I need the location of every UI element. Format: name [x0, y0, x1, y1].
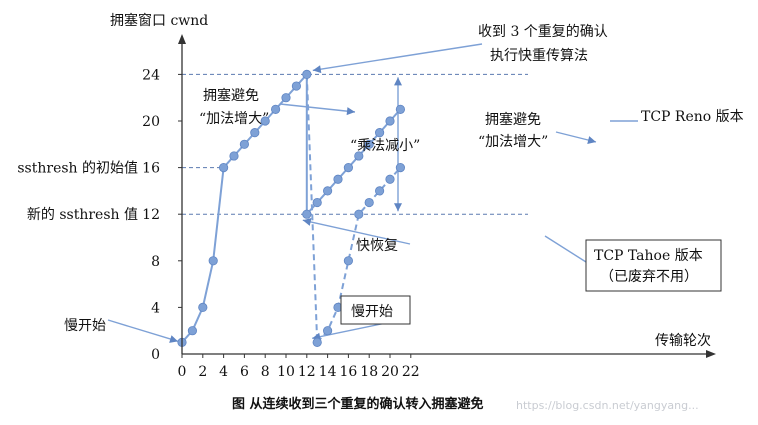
fast-retransmit-note-line2: 执行快重传算法	[490, 48, 588, 64]
fast-retransmit-note-line1: 收到 3 个重复的确认	[478, 23, 608, 40]
data-point	[354, 151, 364, 161]
x-axis-arrow-icon	[706, 350, 716, 358]
data-point	[239, 139, 249, 149]
tahoe-label-line2: （已废弃不用）	[600, 269, 698, 285]
data-point	[219, 163, 229, 173]
watermark: https://blog.csdn.net/yangyang...	[516, 399, 699, 412]
x-tick-label: 14	[319, 364, 337, 380]
chart-title: 图 从连续收到三个重复的确认转入拥塞避免	[232, 396, 484, 412]
data-point	[302, 209, 312, 219]
data-point	[260, 116, 270, 126]
data-point	[302, 69, 312, 80]
ca2-arrow-head-icon	[587, 136, 596, 144]
data-point	[270, 104, 281, 114]
data-point	[322, 326, 333, 336]
x-tick-label: 22	[402, 364, 420, 380]
x-tick-label: 8	[261, 364, 270, 380]
data-point	[395, 104, 405, 114]
data-point	[229, 151, 239, 161]
fast-recovery-note: 快恢复	[356, 237, 398, 254]
reno-label: TCP Reno 版本	[641, 109, 744, 125]
data-point	[333, 174, 343, 184]
data-point	[198, 302, 208, 312]
fast-retransmit-arrow	[312, 43, 483, 72]
series-line-2	[316, 166, 402, 344]
y-tick-label: 4	[151, 300, 160, 316]
x-tick-label: 4	[219, 364, 228, 380]
x-tick-label: 20	[381, 364, 399, 380]
data-point	[343, 256, 353, 266]
data-point	[364, 139, 374, 149]
data-point	[187, 326, 197, 336]
y-tick-label: 16	[142, 161, 160, 177]
y-tick-label: 0	[151, 347, 160, 363]
md-arrow-bottom-icon	[394, 203, 402, 212]
x-tick-label: 0	[178, 364, 187, 380]
data-point	[385, 174, 395, 184]
y-tick-label: 8	[151, 254, 160, 270]
data-point	[250, 128, 260, 138]
data-point	[208, 256, 218, 266]
data-point	[281, 93, 291, 103]
x-tick-label: 18	[360, 364, 378, 380]
x-axis-label: 传输轮次	[655, 333, 711, 349]
slow-start-note-2: 慢开始	[351, 303, 393, 320]
fast-retransmit-arrow-head-icon	[312, 65, 322, 74]
data-point	[395, 163, 405, 173]
y-axis-label: 拥塞窗口 cwnd	[110, 12, 208, 29]
y-special-label: 新的 ssthresh 值	[27, 207, 138, 223]
data-point	[385, 116, 395, 126]
ca1-note-line1: 拥塞避免	[203, 87, 259, 104]
x-tick-label: 2	[198, 364, 207, 380]
ca1-note-line2: “加法增大”	[199, 111, 269, 127]
slow-start-1-arrow-head-icon	[169, 335, 178, 343]
data-point	[312, 197, 322, 208]
y-axis-arrow-icon	[178, 34, 186, 44]
data-point	[343, 163, 353, 173]
series-line-1	[306, 108, 402, 215]
data-point	[374, 128, 385, 138]
md-note: “乘法减小”	[350, 138, 420, 154]
data-points	[177, 69, 405, 347]
x-tick-label: 12	[298, 364, 316, 380]
slow-start-1-arrow	[107, 319, 179, 343]
slow-start-box	[340, 295, 411, 325]
data-point	[354, 209, 364, 219]
data-point	[364, 197, 374, 208]
y-tick-label: 12	[142, 207, 160, 223]
y-tick-label: 24	[142, 67, 160, 83]
fast-recovery-arrow-head-icon	[302, 218, 312, 226]
x-tick-label: 6	[240, 364, 249, 380]
x-tick-label: 16	[339, 364, 357, 380]
tahoe-pointer	[544, 235, 587, 263]
guide-lines	[182, 73, 528, 215]
x-tick-label: 10	[277, 364, 295, 380]
fast-recovery-arrow	[302, 219, 411, 245]
ca1-arrow	[279, 103, 356, 113]
ca2-note-line1: 拥塞避免	[485, 111, 541, 128]
tahoe-box	[585, 239, 722, 292]
tahoe-label-line1: TCP Tahoe 版本	[594, 248, 703, 264]
ca1-arrow-head-icon	[346, 107, 355, 116]
data-point	[374, 186, 385, 196]
y-special-label: ssthresh 的初始值	[17, 160, 138, 177]
data-point	[291, 81, 301, 91]
ca2-note-line2: “加法增大”	[478, 134, 548, 150]
data-point	[322, 186, 333, 196]
data-point	[312, 337, 322, 347]
md-arrow-top-icon	[394, 77, 402, 86]
y-tick-label: 20	[142, 114, 160, 130]
slow-start-note-1: 慢开始	[64, 317, 106, 334]
